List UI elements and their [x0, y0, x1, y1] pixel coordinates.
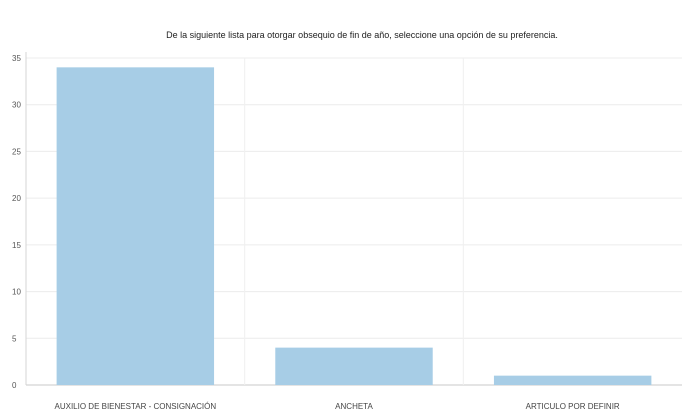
x-axis: AUXILIO DE BIENESTAR - CONSIGNACIÓN ANCHE…	[55, 402, 620, 411]
y-tick-label: 10	[12, 288, 21, 297]
y-tick-label: 0	[12, 381, 17, 390]
y-tick-label: 35	[12, 54, 21, 63]
y-tick-label: 25	[12, 147, 21, 156]
y-tick-label: 5	[12, 334, 17, 343]
x-tick-label: ANCHETA	[335, 402, 373, 411]
bar	[275, 347, 433, 385]
y-tick-label: 20	[12, 194, 21, 203]
y-tick-label: 30	[12, 101, 21, 110]
y-tick-label: 15	[12, 241, 21, 250]
y-axis: 0 5 10 15 20 25 30 35	[12, 52, 27, 390]
bar	[493, 375, 652, 385]
chart-title: De la siguiente lista para otorgar obseq…	[166, 30, 558, 40]
x-tick-label: AUXILIO DE BIENESTAR - CONSIGNACIÓN	[55, 402, 217, 411]
bar	[56, 67, 215, 385]
x-tick-label: ARTICULO POR DEFINIR	[526, 402, 620, 411]
bars-layer	[56, 67, 652, 385]
